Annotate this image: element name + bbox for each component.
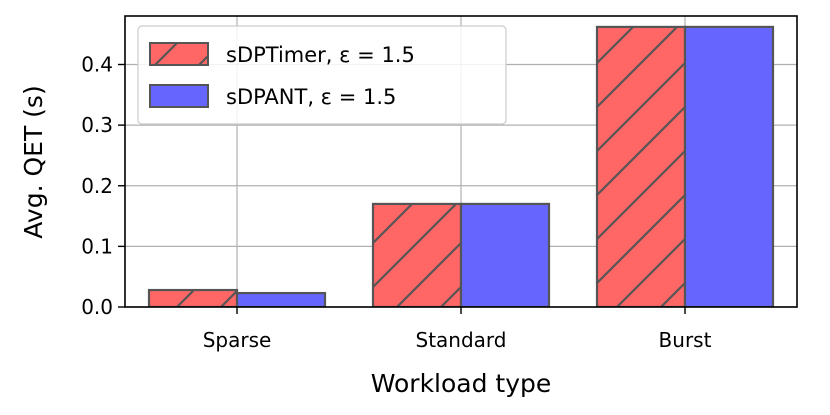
bar-standard-series-2 (461, 203, 549, 307)
bar-hatch (149, 290, 237, 307)
bar-hatch (597, 26, 685, 307)
legend-label-1: sDPTimer, ε = 1.5 (226, 43, 415, 67)
y-tick-label: 0.4 (81, 53, 113, 77)
bars (147, 25, 775, 307)
y-axis: 0.0 0.1 0.2 0.3 0.4 (81, 53, 125, 319)
legend: sDPTimer, ε = 1.5 sDPANT, ε = 1.5 (137, 25, 507, 125)
bar-outline (459, 202, 551, 307)
x-tick-label: Sparse (203, 328, 272, 352)
y-tick-label: 0.1 (81, 234, 113, 258)
bar-hatch (373, 203, 461, 307)
legend-label-2: sDPANT, ε = 1.5 (226, 85, 396, 109)
legend-swatch-hatch (150, 43, 208, 65)
bar-burst-series-2 (685, 26, 773, 307)
legend-swatch-2 (149, 84, 209, 108)
x-axis-title: Workload type (371, 369, 552, 398)
y-axis-title: Avg. QET (s) (19, 85, 48, 238)
x-axis: Sparse Standard Burst (203, 307, 712, 352)
y-tick-label: 0.3 (81, 113, 113, 137)
bar-sparse-series-2 (237, 293, 325, 307)
x-tick-label: Burst (659, 328, 712, 352)
legend-box (137, 25, 507, 125)
x-tick-label: Standard (416, 328, 507, 352)
y-tick-label: 0.0 (81, 295, 113, 319)
y-tick-label: 0.2 (81, 174, 113, 198)
